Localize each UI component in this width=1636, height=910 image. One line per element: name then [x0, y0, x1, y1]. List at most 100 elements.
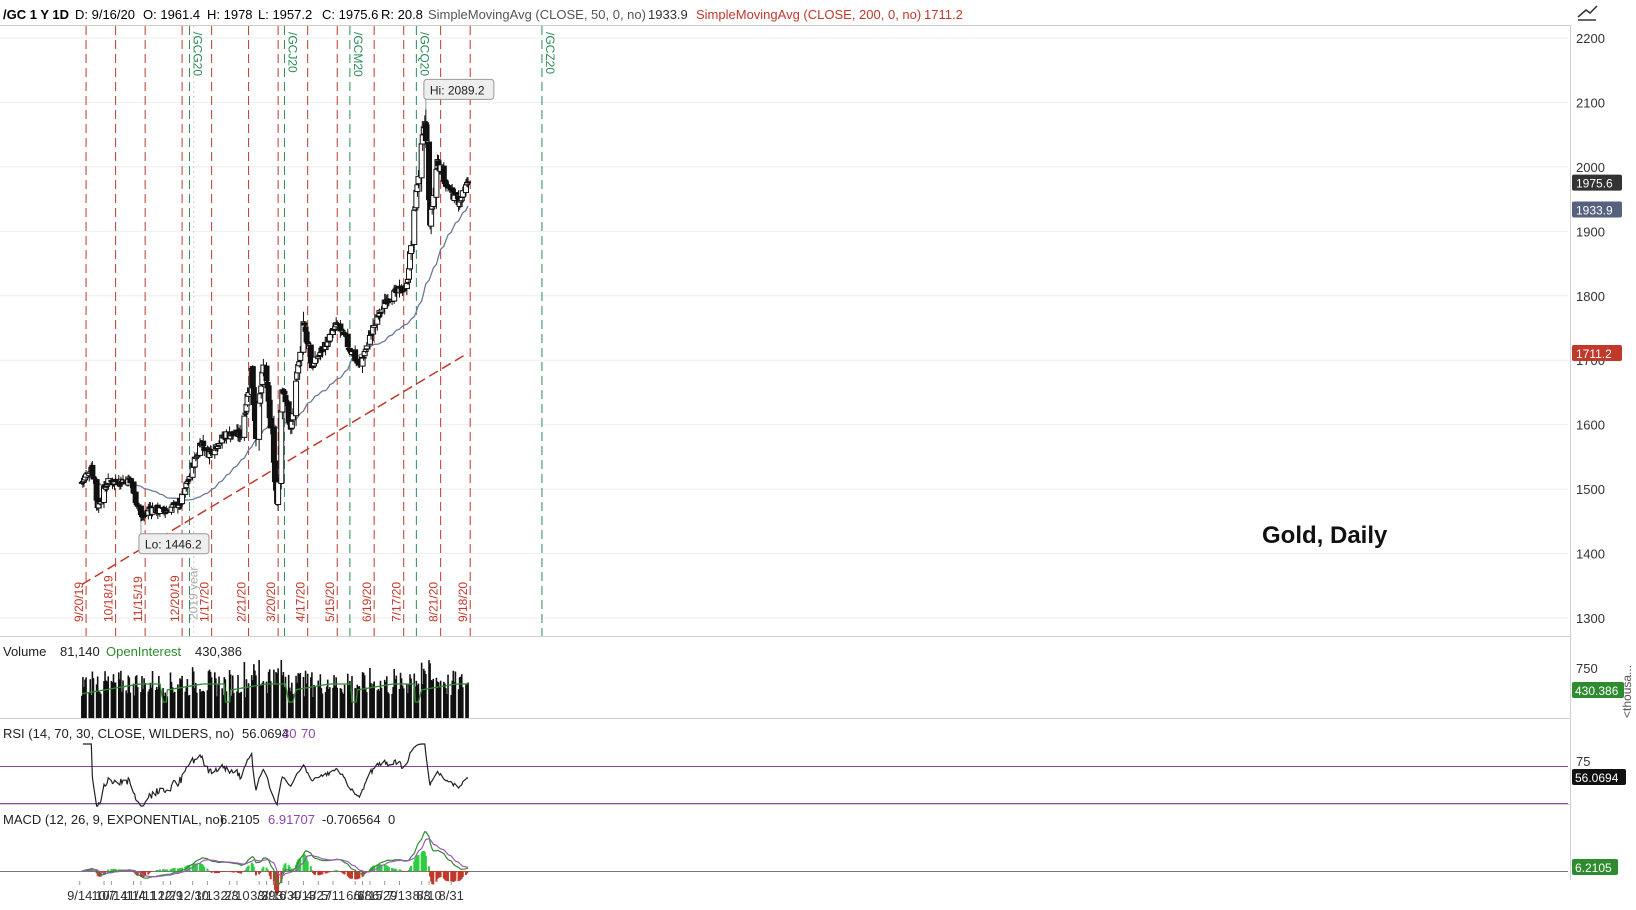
- macd-panel: MACD (12, 26, 9, EXPONENTIAL, no) 6.2105…: [0, 812, 1618, 896]
- month-marker-label-2: 11/15/19: [131, 576, 145, 622]
- contract-marker-label-2: /GCM20: [351, 32, 365, 77]
- month-marker-label-12: 9/18/20: [456, 582, 470, 622]
- candle-70: [182, 486, 189, 498]
- chart-annotation: Gold, Daily: [1262, 522, 1388, 549]
- open-label: O: 1961.4: [143, 7, 200, 22]
- candle-155: [307, 342, 314, 366]
- hi-callout-text: Hi: 2089.2: [430, 83, 485, 97]
- month-marker-label-6: 3/20/20: [264, 582, 278, 622]
- candle-43: [141, 510, 148, 522]
- sma200-study-label[interactable]: SimpleMovingAvg (CLOSE, 200, 0, no): [696, 7, 921, 22]
- macd-avg-value: 6.91707: [268, 812, 315, 827]
- candle-149: [297, 346, 304, 367]
- month-marker-label-3: 12/20/19: [168, 575, 182, 622]
- candle-154: [304, 337, 311, 347]
- price-tick-label-4: 1800: [1576, 289, 1605, 304]
- time-tick-label-3: 11/11: [126, 888, 157, 903]
- candle-224: [408, 240, 415, 260]
- open-interest-value: 430,386: [195, 644, 242, 659]
- price-tick-label-8: 1400: [1576, 547, 1605, 562]
- symbol-label[interactable]: /GC 1 Y 1D: [3, 7, 69, 22]
- macd-signal-line: [81, 838, 469, 878]
- contract-marker-label-1: /GCJ20: [285, 32, 299, 73]
- calendar-markers: 9/20/19 10/18/19 11/15/19 12/20/19 1/17/20 2/…: [72, 26, 557, 636]
- sma50-study-value: 1933.9: [648, 7, 688, 22]
- candle-8: [89, 460, 96, 479]
- volume-label[interactable]: Volume: [3, 644, 46, 659]
- time-tick-label-23: 8/10: [416, 888, 441, 903]
- time-tick-label-20: 6/29: [372, 888, 397, 903]
- rsi-tag: 56.0694: [1572, 769, 1626, 785]
- hi-callout-box: [423, 78, 495, 100]
- price-tick-label-9: 1300: [1576, 611, 1605, 626]
- price-tick-label-2: 2000: [1576, 160, 1605, 175]
- candle-180: [344, 328, 351, 352]
- candle-134: [275, 477, 282, 512]
- time-tick-label-6: 12/30: [176, 888, 209, 903]
- price-axis[interactable]: 2200210020001900180017001600150014001300…: [1572, 31, 1622, 626]
- hi-lo-callouts: Hi: 2089.2 Lo: 1446.2: [138, 78, 495, 555]
- month-marker-label-10: 7/17/20: [390, 582, 404, 622]
- time-tick-label-15: 4/27: [306, 888, 331, 903]
- drawing-tools-icon[interactable]: [1577, 5, 1598, 21]
- month-marker-label-5: 2/21/20: [235, 582, 249, 622]
- oi-tag-text: 430.386: [1575, 684, 1619, 698]
- high-label: H: 1978: [207, 7, 253, 22]
- time-tick-label-9: 2/10: [224, 888, 249, 903]
- month-marker-label-7: 4/17/20: [294, 582, 308, 622]
- sma50-line: [81, 205, 469, 501]
- contract-marker-label-4: /GCZ20: [543, 32, 557, 74]
- time-tick-label-5: 12/9: [158, 888, 183, 903]
- candle-121: [257, 391, 264, 407]
- price-tick-label-0: 2200: [1576, 31, 1605, 46]
- time-tick-label-24: 8/31: [439, 888, 464, 903]
- time-tick-label-18: 6/8: [354, 888, 372, 903]
- candle-34: [127, 477, 134, 489]
- candle-194: [363, 342, 370, 352]
- time-tick-label-22: 8/3: [413, 888, 431, 903]
- candle-239: [430, 187, 437, 210]
- candle-249: [445, 179, 452, 192]
- candle-94: [216, 440, 223, 449]
- candle-234: [422, 109, 429, 148]
- contract-marker-label-3: /GCQ20: [417, 32, 431, 76]
- candle-169: [326, 329, 333, 344]
- candle-93: [214, 444, 221, 452]
- rsi-value: 56.0694: [242, 726, 289, 741]
- macd-label[interactable]: MACD (12, 26, 9, EXPONENTIAL, no): [3, 812, 224, 827]
- candle-139: [282, 389, 289, 407]
- time-tick-label-2: 11/4: [121, 888, 145, 903]
- year-marker-label: 2019 year: [187, 567, 201, 620]
- volume-axis-tick: 750: [1576, 661, 1598, 676]
- candle-74: [186, 473, 193, 481]
- oi-tag: 430.386: [1572, 682, 1624, 698]
- macd-tag: 6.2105: [1572, 859, 1618, 875]
- volume-value: 81,140: [60, 644, 100, 659]
- macd-line: [81, 831, 469, 887]
- time-tick-label-13: 3/30: [276, 888, 301, 903]
- rsi-polyline: [82, 743, 469, 807]
- time-tick-label-12: 3/16: [261, 888, 286, 903]
- time-tick-label-4: 12/2: [150, 888, 175, 903]
- close-label: C: 1975.6: [322, 7, 378, 22]
- rsi-upper-value: 70: [301, 726, 315, 741]
- price-gridlines: [0, 37, 1568, 619]
- candle-144: [289, 408, 296, 426]
- time-tick-label-1: 10/14: [95, 888, 128, 903]
- date-label: D: 9/16/20: [75, 7, 135, 22]
- candle-79: [193, 452, 200, 460]
- rsi-tag-text: 56.0694: [1575, 771, 1619, 785]
- macd-value: 6.2105: [220, 812, 260, 827]
- close-price-tag-bg: [1572, 174, 1622, 191]
- candle-145: [293, 378, 300, 427]
- sma50-study-label[interactable]: SimpleMovingAvg (CLOSE, 50, 0, no): [428, 7, 646, 22]
- time-tick-label-8: 2/3: [221, 888, 239, 903]
- candle-254: [452, 188, 459, 199]
- time-tick-label-21: 7/13: [387, 888, 412, 903]
- open-interest-label[interactable]: OpenInterest: [106, 644, 182, 659]
- time-tick-label-25: 9/14: [67, 888, 92, 903]
- month-marker-label-11: 8/21/20: [427, 582, 441, 622]
- rsi-label[interactable]: RSI (14, 70, 30, CLOSE, WILDERS, no): [3, 726, 234, 741]
